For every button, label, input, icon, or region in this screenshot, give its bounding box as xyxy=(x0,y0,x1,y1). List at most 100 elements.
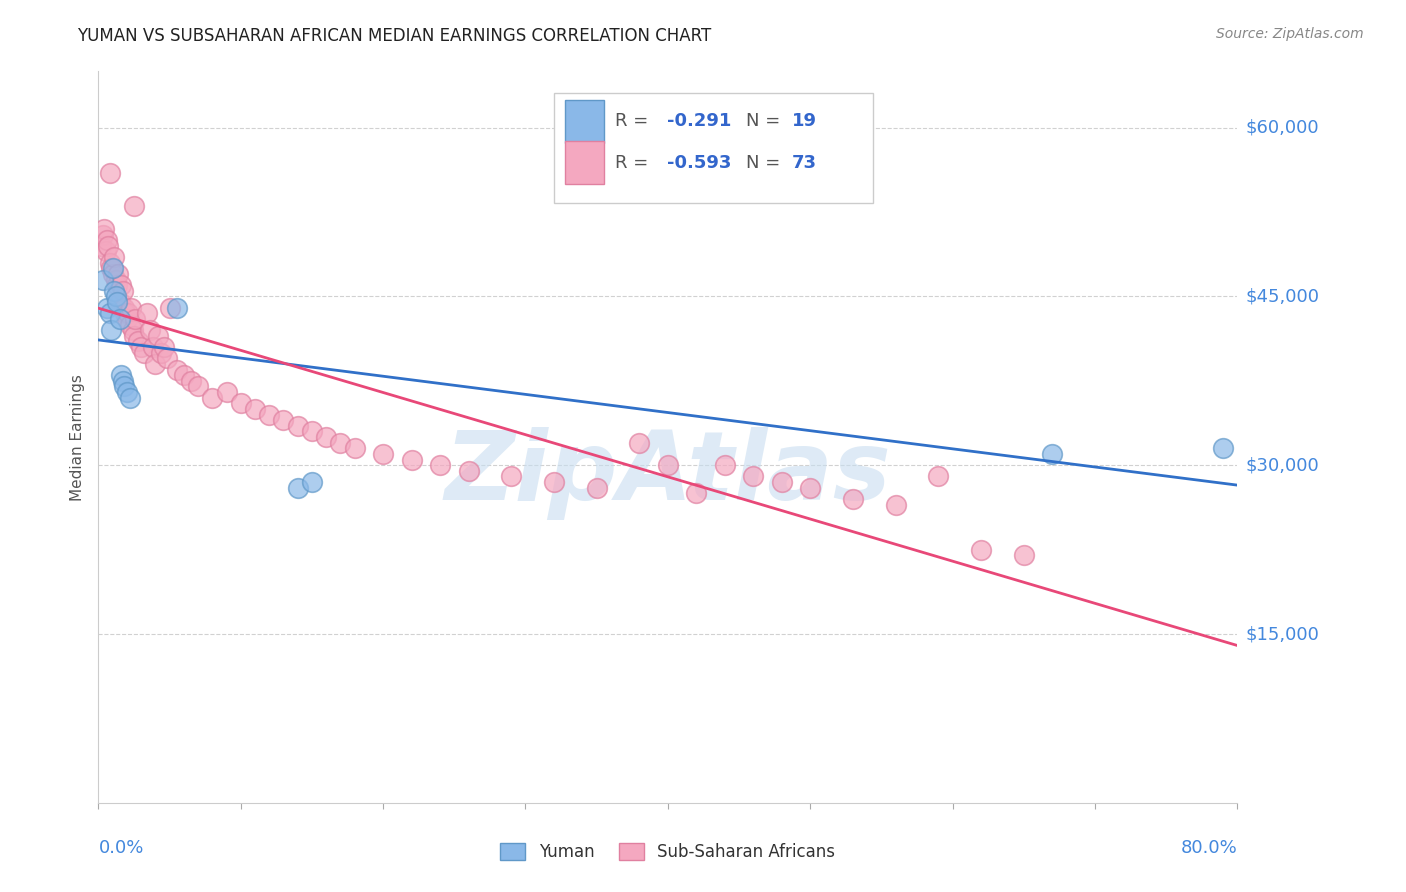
Point xyxy=(91,227,114,242)
Text: N =: N = xyxy=(747,112,780,130)
Point xyxy=(111,284,134,298)
Point xyxy=(401,452,423,467)
Point xyxy=(287,481,309,495)
Point xyxy=(114,306,136,320)
Point xyxy=(187,379,209,393)
Text: -0.593: -0.593 xyxy=(666,153,731,172)
Point xyxy=(180,374,202,388)
Point xyxy=(110,278,132,293)
Point xyxy=(1012,548,1035,562)
Point xyxy=(101,267,124,281)
Point xyxy=(543,475,565,489)
Point xyxy=(287,418,309,433)
Point xyxy=(107,267,129,281)
FancyBboxPatch shape xyxy=(554,94,873,203)
Point xyxy=(628,435,651,450)
Point xyxy=(153,340,176,354)
Point xyxy=(101,261,124,276)
Point xyxy=(301,475,323,489)
Point xyxy=(91,272,114,286)
Point xyxy=(301,425,323,439)
Point xyxy=(103,284,125,298)
Point xyxy=(100,261,122,276)
Point xyxy=(884,498,907,512)
Point xyxy=(108,312,131,326)
Point xyxy=(112,379,135,393)
Point xyxy=(135,306,157,320)
Point xyxy=(429,458,451,473)
Point xyxy=(243,401,266,416)
Point xyxy=(97,239,120,253)
Point xyxy=(201,391,224,405)
Point xyxy=(93,222,115,236)
Text: N =: N = xyxy=(747,153,780,172)
Point xyxy=(118,318,141,332)
Point xyxy=(110,368,132,383)
Point xyxy=(105,295,128,310)
Point xyxy=(373,447,395,461)
Point xyxy=(145,357,167,371)
Point xyxy=(259,408,281,422)
Point xyxy=(103,250,125,264)
Text: Source: ZipAtlas.com: Source: ZipAtlas.com xyxy=(1216,27,1364,41)
Point xyxy=(100,323,122,337)
FancyBboxPatch shape xyxy=(565,100,605,143)
Point xyxy=(770,475,793,489)
Point xyxy=(115,385,138,400)
Text: -0.291: -0.291 xyxy=(666,112,731,130)
Point xyxy=(842,491,865,506)
Point xyxy=(90,239,112,253)
Point xyxy=(329,435,352,450)
Point xyxy=(166,301,188,315)
Point xyxy=(117,306,139,320)
Point xyxy=(166,362,188,376)
Point xyxy=(714,458,737,473)
Point xyxy=(1040,447,1063,461)
Point xyxy=(96,301,118,315)
Point xyxy=(927,469,949,483)
Point xyxy=(273,413,295,427)
Point xyxy=(132,345,155,359)
Point xyxy=(129,340,152,354)
Text: YUMAN VS SUBSAHARAN AFRICAN MEDIAN EARNINGS CORRELATION CHART: YUMAN VS SUBSAHARAN AFRICAN MEDIAN EARNI… xyxy=(77,27,711,45)
Point xyxy=(150,345,173,359)
Text: 73: 73 xyxy=(792,153,817,172)
Point xyxy=(141,340,163,354)
Text: 80.0%: 80.0% xyxy=(1181,839,1237,857)
Point xyxy=(343,442,366,456)
Text: $60,000: $60,000 xyxy=(1246,119,1319,136)
Point xyxy=(122,199,145,213)
Point xyxy=(457,464,479,478)
Point xyxy=(1212,442,1234,456)
Point xyxy=(742,469,765,483)
Text: $30,000: $30,000 xyxy=(1246,456,1319,475)
Point xyxy=(115,312,138,326)
Point xyxy=(98,255,121,269)
Point xyxy=(585,481,607,495)
Point xyxy=(121,323,143,337)
Text: 0.0%: 0.0% xyxy=(98,839,143,857)
Point xyxy=(159,301,181,315)
Point xyxy=(229,396,252,410)
Point xyxy=(94,244,117,259)
Point xyxy=(657,458,679,473)
Point xyxy=(124,312,146,326)
Text: R =: R = xyxy=(616,112,648,130)
Point xyxy=(104,289,127,303)
Point xyxy=(799,481,821,495)
Y-axis label: Median Earnings: Median Earnings xyxy=(70,374,86,500)
Point xyxy=(148,328,170,343)
Point xyxy=(112,301,135,315)
Point xyxy=(96,233,118,247)
Point xyxy=(138,323,160,337)
Point xyxy=(970,542,993,557)
Legend: Yuman, Sub-Saharan Africans: Yuman, Sub-Saharan Africans xyxy=(494,836,842,868)
Point xyxy=(118,391,141,405)
Point xyxy=(108,295,131,310)
Text: R =: R = xyxy=(616,153,648,172)
Text: ZipAtlas: ZipAtlas xyxy=(444,427,891,520)
Point xyxy=(98,166,121,180)
Point xyxy=(156,351,179,366)
Point xyxy=(173,368,195,383)
Point xyxy=(104,272,127,286)
